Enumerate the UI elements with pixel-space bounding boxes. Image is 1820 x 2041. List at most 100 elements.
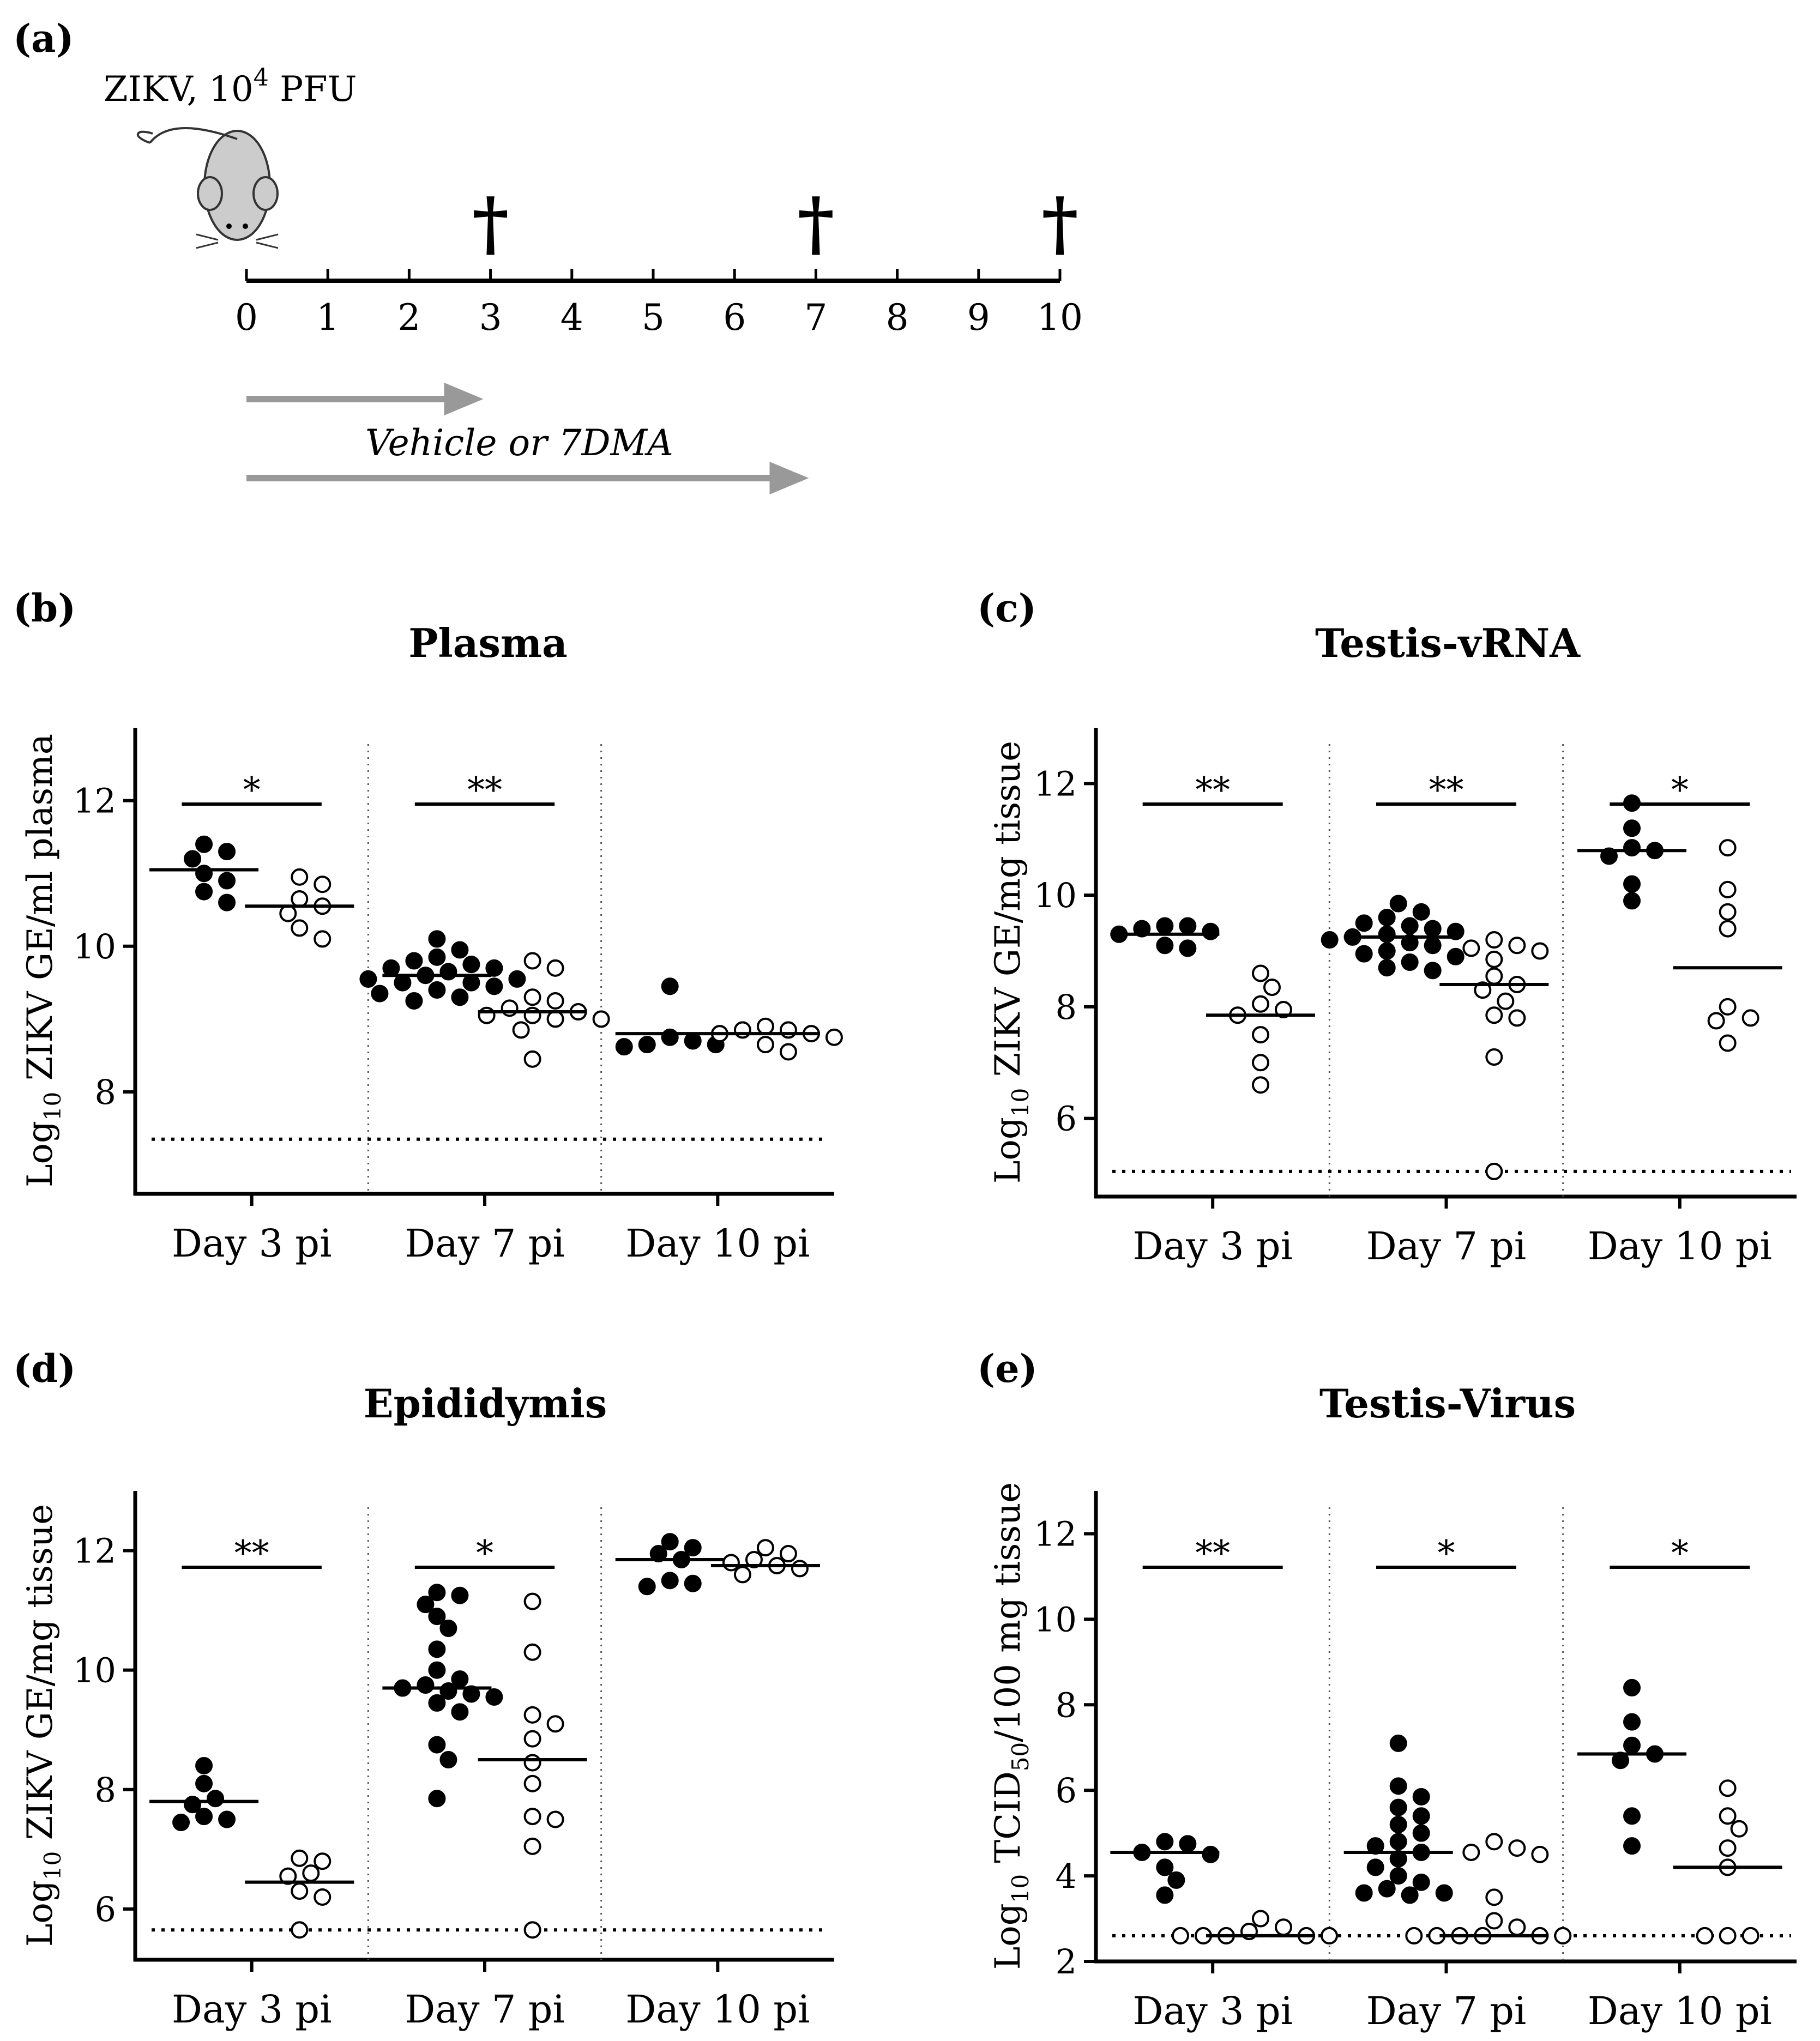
vehicle-point <box>218 843 236 861</box>
treated-point <box>1263 979 1281 997</box>
y-tick-label: 12 <box>1034 1514 1077 1554</box>
treated-point <box>523 988 541 1006</box>
treated-point <box>1474 981 1492 999</box>
vehicle-point <box>1378 1880 1396 1898</box>
y-axis-label: Log10 ZIKV GE/mg tissue <box>20 1504 66 1947</box>
vehicle-point <box>451 1703 469 1721</box>
treated-point <box>523 1643 541 1661</box>
treated-point <box>1251 1910 1269 1928</box>
treated-point <box>314 1888 332 1906</box>
y-tick-label: 8 <box>1056 987 1077 1027</box>
vehicle-point <box>661 1028 679 1046</box>
treated-point <box>1508 1839 1526 1857</box>
vehicle-point <box>1378 909 1396 927</box>
treated-point <box>523 952 541 970</box>
vehicle-point <box>1401 953 1419 971</box>
vehicle-point <box>1623 1837 1641 1855</box>
treated-point <box>302 1864 320 1882</box>
treated-point <box>1741 1009 1759 1027</box>
y-tick-label: 8 <box>95 1072 116 1112</box>
y-tick-label: 6 <box>1056 1099 1077 1139</box>
significance-stars: ** <box>1195 770 1230 811</box>
y-tick-label: 12 <box>73 1531 116 1571</box>
treated-point <box>546 1715 564 1733</box>
treated-point <box>779 1043 797 1061</box>
treated-point <box>1554 1927 1572 1945</box>
vehicle-point <box>485 977 503 995</box>
treated-point <box>279 904 297 922</box>
treated-point <box>291 1882 309 1900</box>
timeline-tick-label: 4 <box>561 297 583 339</box>
treated-point <box>1485 931 1503 949</box>
y-axis-label: Log10 TCID50/100 mg tissue <box>988 1482 1034 1970</box>
treated-point <box>1531 942 1549 960</box>
vehicle-point <box>661 977 679 995</box>
vehicle-point <box>417 1596 435 1614</box>
treated-point <box>1719 903 1737 921</box>
treated-point <box>791 1560 809 1578</box>
treated-point <box>523 1706 541 1724</box>
treated-point <box>1405 1927 1423 1945</box>
panel-label: (e) <box>977 1346 1038 1391</box>
treated-point <box>314 875 332 893</box>
vehicle-point <box>195 835 213 853</box>
treated-point <box>779 1545 797 1563</box>
y-tick-label: 4 <box>1056 1856 1077 1896</box>
vehicle-point <box>1447 922 1465 940</box>
category-label: Day 7 pi <box>1366 1989 1527 2033</box>
vehicle-point <box>382 959 400 977</box>
vehicle-point <box>1378 925 1396 943</box>
category-label: Day 3 pi <box>1132 1989 1293 2033</box>
timeline-tick-label: 2 <box>397 297 420 339</box>
vehicle-point <box>394 974 412 992</box>
vehicle-point <box>508 970 526 988</box>
treated-point <box>314 1852 332 1870</box>
vehicle-point <box>428 1584 446 1602</box>
vehicle-point <box>1355 914 1373 932</box>
category-label: Day 7 pi <box>405 1221 565 1266</box>
vehicle-point <box>1623 819 1641 837</box>
vehicle-point <box>1355 1884 1373 1902</box>
treated-point <box>1251 1076 1269 1094</box>
vehicle-point <box>1133 920 1151 938</box>
vehicle-point <box>439 1750 457 1768</box>
treated-point <box>1485 1006 1503 1024</box>
vehicle-point <box>1355 945 1373 963</box>
panel-a-label: (a) <box>13 16 74 61</box>
treated-point <box>1251 1054 1269 1072</box>
treated-point <box>1719 880 1737 898</box>
treated-point <box>523 1808 541 1826</box>
panel-a: (a) ZIKV, 104 PFU 0 1 2 3 4 5 6 7 8 9 10 † † † Vehic… <box>13 16 1083 494</box>
vehicle-point <box>451 941 469 959</box>
treated-point <box>733 1021 751 1039</box>
vehicle-point <box>1202 922 1220 940</box>
treated-point <box>523 1774 541 1792</box>
vehicle-point <box>615 1038 633 1056</box>
vehicle-point <box>1167 1871 1185 1889</box>
timeline-tick-label: 1 <box>316 297 339 339</box>
vehicle-point <box>1179 917 1197 935</box>
vehicle-point <box>428 1736 446 1754</box>
vehicle-point <box>1401 934 1419 952</box>
treated-point <box>523 1754 541 1772</box>
treated-point <box>1485 1048 1503 1066</box>
vehicle-point <box>1366 1858 1384 1876</box>
vehicle-point <box>1401 1886 1419 1904</box>
y-tick-label: 10 <box>1034 1599 1077 1639</box>
y-tick-label: 2 <box>1056 1942 1077 1982</box>
vehicle-point <box>661 1533 679 1551</box>
treated-point <box>722 1554 740 1572</box>
significance-stars: ** <box>1195 1533 1230 1574</box>
treatment-label: Vehicle or 7DMA <box>365 422 673 464</box>
vehicle-point <box>172 1814 190 1832</box>
treated-point <box>291 868 309 886</box>
y-tick-label: 12 <box>73 781 116 821</box>
timeline-tick-label: 8 <box>886 297 909 339</box>
significance-stars: * <box>1671 1533 1689 1574</box>
vehicle-point <box>1179 939 1197 957</box>
vehicle-point <box>1321 931 1339 949</box>
category-label: Day 7 pi <box>1366 1224 1527 1269</box>
